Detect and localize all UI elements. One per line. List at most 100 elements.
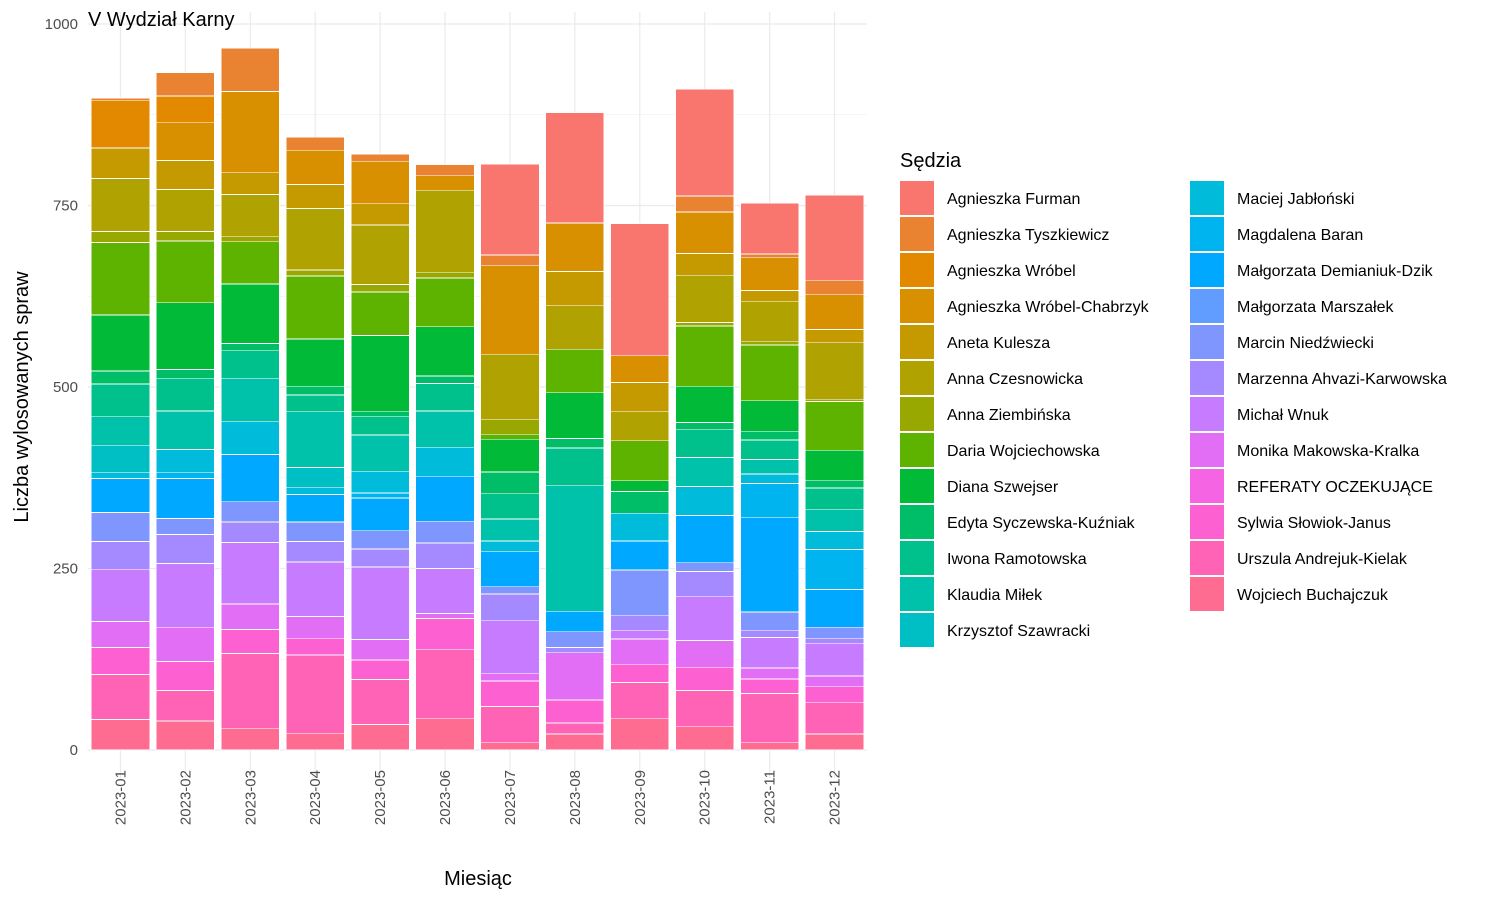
- bar-segment: [610, 615, 670, 631]
- bar-segment: [675, 88, 735, 197]
- legend-label: Diana Szwejser: [947, 479, 1059, 496]
- bar-segment: [480, 353, 540, 421]
- bar-segment: [285, 494, 345, 523]
- bar-segment: [804, 329, 865, 344]
- legend-label: Anna Ziembińska: [947, 407, 1071, 424]
- bar-segment: [155, 377, 215, 412]
- y-axis-ticks: 0 250 500 750 1000: [45, 16, 78, 759]
- bar-segment: [220, 377, 280, 423]
- bar-segment: [804, 549, 865, 590]
- bar-segment: [155, 449, 215, 474]
- bar-segment: [415, 475, 475, 522]
- bar-segment: [740, 257, 800, 291]
- bar-segment: [415, 718, 475, 751]
- legend-key: [1190, 397, 1224, 431]
- x-tick-label: 2023-04: [307, 770, 324, 825]
- bar-segment: [740, 692, 800, 744]
- bar-segment: [90, 370, 151, 385]
- bar-segment: [350, 659, 410, 680]
- legend-label: Marzenna Ahvazi-Karwowska: [1237, 371, 1447, 388]
- bar-segment: [545, 733, 605, 751]
- bar-segment: [155, 231, 215, 242]
- bar-segment: [610, 512, 670, 542]
- bar-segment: [220, 454, 280, 503]
- bar-segment: [545, 271, 605, 307]
- bar-segment: [480, 673, 540, 682]
- legend-label: Monika Makowska-Kralka: [1237, 443, 1419, 460]
- bar-segment: [675, 385, 735, 423]
- bar-segment: [350, 497, 410, 532]
- bar-segment: [415, 175, 475, 191]
- bar-segment: [155, 72, 215, 97]
- bar-segment: [804, 480, 865, 489]
- bar-segment: [804, 686, 865, 704]
- bar-segment: [804, 626, 865, 639]
- bar-segment: [350, 153, 410, 162]
- bar-segment: [350, 284, 410, 293]
- y-tick-label: 0: [70, 742, 78, 759]
- bar-segment: [220, 236, 280, 243]
- bar-segment: [285, 269, 345, 277]
- bar-segment: [804, 401, 865, 451]
- bar-segment: [545, 652, 605, 701]
- bar-segment: [220, 91, 280, 174]
- bar-segment: [90, 478, 151, 513]
- bar-segment: [740, 517, 800, 613]
- bar-segment: [740, 473, 800, 484]
- legend-label: REFERATY OCZEKUJĄCE: [1237, 479, 1433, 496]
- bar-segment: [804, 733, 865, 751]
- bar-segment: [545, 631, 605, 649]
- bar-segment: [415, 271, 475, 279]
- legend-label: Marcin Niedźwiecki: [1237, 335, 1374, 352]
- bar-segment: [675, 325, 735, 387]
- bar-segment: [545, 485, 605, 612]
- bar-segment: [285, 521, 345, 543]
- legend-key: [1190, 217, 1224, 251]
- bar-segment: [350, 416, 410, 436]
- bar-segment: [480, 706, 540, 744]
- bar-segment: [675, 690, 735, 728]
- bar-segment: [675, 562, 735, 572]
- bar-segment: [675, 486, 735, 516]
- legend-label: Małgorzata Marszałek: [1237, 299, 1395, 316]
- bar-segment: [804, 194, 865, 281]
- legend-key: [1190, 505, 1224, 539]
- bar-segment: [220, 283, 280, 344]
- bar-segment: [545, 438, 605, 449]
- bar-segment: [675, 666, 735, 691]
- bar-segment: [90, 621, 151, 649]
- legend-key: [900, 217, 934, 251]
- bar-segment: [545, 722, 605, 735]
- bar-segment: [220, 241, 280, 285]
- bar-segment: [740, 637, 800, 669]
- bar-segment: [285, 184, 345, 209]
- legend-key: [900, 433, 934, 467]
- bar-segment: [610, 663, 670, 683]
- bar-segment: [350, 411, 410, 418]
- bar-segment: [350, 224, 410, 286]
- bar-segment: [545, 699, 605, 724]
- bar-segment: [350, 639, 410, 661]
- bar-segment: [220, 421, 280, 455]
- legend-label: Sylwia Słowiok-Janus: [1237, 515, 1391, 532]
- bar-segment: [350, 679, 410, 725]
- bar-segment: [610, 718, 670, 751]
- legend-label: Agnieszka Furman: [947, 191, 1080, 208]
- bar-segment: [220, 172, 280, 196]
- y-tick-label: 250: [53, 561, 78, 578]
- bar-segment: [740, 667, 800, 680]
- bar-segment: [804, 531, 865, 551]
- bar-segment: [415, 568, 475, 614]
- bar-segment: [415, 520, 475, 544]
- bar-segment: [155, 240, 215, 304]
- bar-segment: [220, 350, 280, 379]
- bar-segment: [480, 518, 540, 542]
- x-axis-ticks: 2023-01 2023-02 2023-03 2023-04 2023-05 2023-…: [112, 770, 843, 825]
- bar-segment: [155, 518, 215, 535]
- bar-segment: [675, 422, 735, 431]
- bar-segment: [415, 618, 475, 651]
- bar-segment: [480, 742, 540, 751]
- bar-segment: [740, 344, 800, 402]
- x-tick-label: 2023-07: [502, 770, 519, 825]
